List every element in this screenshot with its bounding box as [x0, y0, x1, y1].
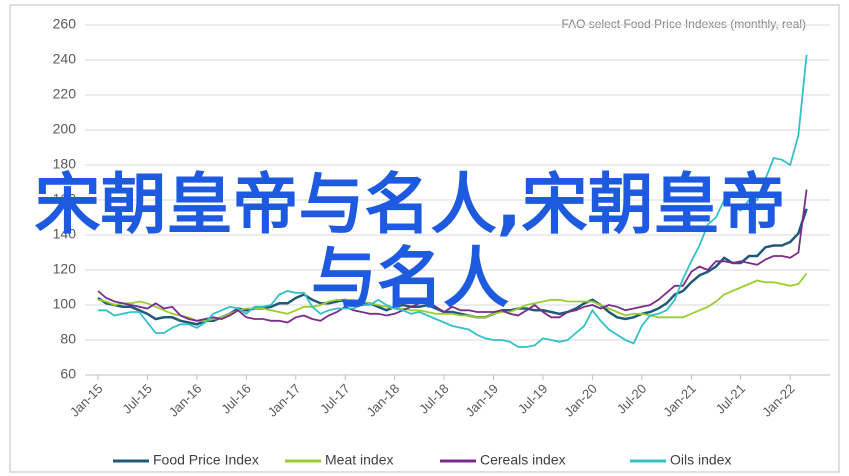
x-tick-label: Jan-22 — [759, 381, 798, 420]
y-tick-label: 60 — [60, 366, 76, 382]
x-tick-label: Jul-16 — [218, 381, 254, 417]
chart-frame — [9, 4, 840, 473]
x-tick-label: Jan-15 — [67, 381, 106, 420]
overlay-text: 宋朝皇帝与名人,宋朝皇帝与名人 — [34, 166, 786, 317]
y-tick-label: 180 — [53, 156, 77, 172]
legend-label: Meat index — [325, 452, 393, 468]
x-tick-label: Jan-19 — [462, 381, 501, 420]
y-tick-label: 220 — [53, 86, 77, 102]
legend-label: Cereals index — [480, 452, 566, 468]
x-tick-label: Jul-17 — [317, 381, 353, 417]
y-tick-label: 80 — [60, 331, 76, 347]
y-tick-label: 160 — [53, 191, 77, 207]
x-tick-label: Jul-21 — [713, 381, 749, 417]
x-tick-label: Jul-20 — [614, 381, 650, 417]
source-note: FAO select Food Price Indexes (monthly, … — [561, 17, 806, 31]
y-tick-label: 100 — [53, 296, 77, 312]
y-tick-label: 240 — [53, 51, 77, 67]
x-tick-label: Jan-18 — [363, 381, 402, 420]
x-tick-label: Jan-16 — [166, 381, 205, 420]
x-tick-label: Jan-20 — [561, 381, 600, 420]
x-tick-label: Jul-19 — [515, 381, 551, 417]
legend-label: Food Price Index — [153, 452, 259, 468]
y-tick-label: 140 — [53, 226, 77, 242]
y-tick-label: 120 — [53, 261, 77, 277]
series-line — [97, 208, 808, 326]
x-tick-label: Jan-21 — [660, 381, 699, 420]
y-tick-label: 260 — [53, 16, 77, 32]
legend-label: Oils index — [670, 452, 731, 468]
x-tick-label: Jan-17 — [265, 381, 304, 420]
series-line — [97, 189, 808, 324]
y-tick-label: 200 — [53, 121, 77, 137]
x-tick-label: Jul-18 — [416, 381, 452, 417]
x-tick-label: Jul-15 — [119, 381, 155, 417]
series-line — [98, 54, 808, 348]
